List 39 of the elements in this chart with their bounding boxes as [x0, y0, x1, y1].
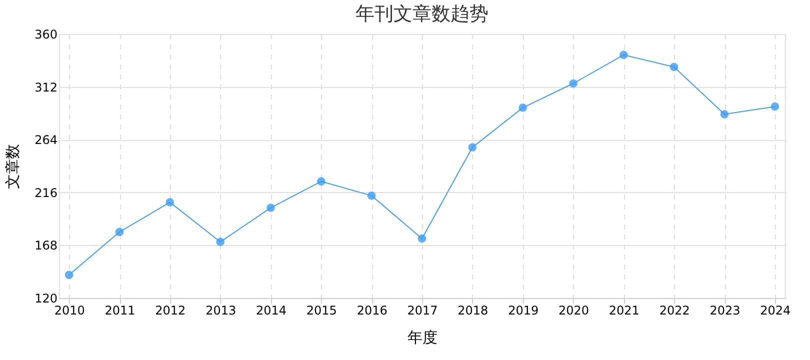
point	[518, 104, 528, 112]
point	[316, 177, 326, 186]
x-tick-label: 2014	[256, 304, 287, 318]
y-tick-label: 360	[34, 28, 58, 42]
point	[720, 110, 729, 118]
point	[216, 238, 225, 246]
y-axis-title: 文章数	[4, 144, 22, 189]
x-tick-label: 2015	[306, 304, 337, 318]
point	[64, 270, 74, 280]
x-tick-label: 2021	[608, 304, 640, 318]
point	[266, 204, 275, 212]
x-tick-label: 2023	[710, 304, 740, 318]
x-tick-label: 2012	[155, 304, 186, 318]
x-tick-label: 2017	[407, 304, 438, 318]
chart-title: 年刊文章数趋势	[356, 3, 488, 25]
point	[619, 50, 628, 60]
x-tick-label: 2010	[54, 304, 85, 318]
point	[166, 198, 174, 206]
x-tick-label: 2024	[760, 304, 791, 318]
x-tick-label: 2011	[104, 304, 136, 318]
point	[367, 192, 376, 200]
y-tick-label: 216	[34, 186, 58, 200]
point	[770, 102, 780, 111]
x-tick-label: 2013	[206, 304, 236, 318]
x-tick-label: 2022	[659, 304, 690, 318]
point	[468, 143, 477, 152]
point	[569, 79, 578, 88]
x-tick-label: 2018	[458, 304, 488, 318]
point	[418, 234, 426, 243]
point	[115, 228, 124, 236]
x-tick-label: 2020	[558, 304, 590, 318]
x-tick-label: 2016	[356, 304, 388, 318]
x-axis-title: 年度	[408, 328, 438, 346]
y-tick-label: 312	[34, 80, 58, 94]
y-tick-label: 168	[34, 238, 58, 253]
point	[670, 62, 678, 72]
x-tick-label: 2019	[508, 304, 539, 318]
y-tick-label: 120	[34, 292, 58, 306]
y-tick-label: 264	[34, 133, 58, 148]
